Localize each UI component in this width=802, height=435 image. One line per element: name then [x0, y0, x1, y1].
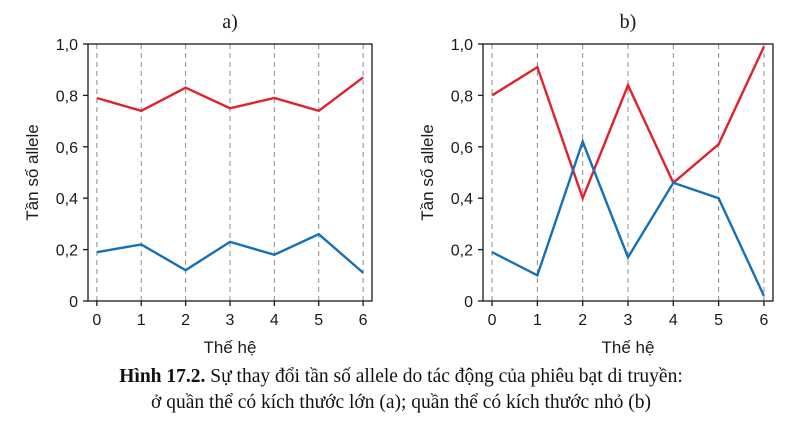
x-tick-label-2: 2: [578, 312, 587, 329]
y-tick-label-5: 1,0: [56, 37, 78, 54]
caption-label: Hình 17.2.: [119, 366, 206, 387]
x-tick-label-6: 6: [359, 312, 368, 329]
x-tick-label-2: 2: [181, 312, 190, 329]
x-tick-label-1: 1: [533, 312, 542, 329]
y-tick-label-5: 1,0: [451, 37, 473, 54]
x-tick-label-5: 5: [714, 312, 723, 329]
y-axis-label: Tần số allele: [23, 124, 42, 220]
x-tick-label-5: 5: [314, 312, 323, 329]
x-tick-label-0: 0: [92, 312, 101, 329]
y-tick-label-2: 0,4: [56, 191, 78, 208]
x-tick-label-0: 0: [488, 312, 497, 329]
x-axis-label: Thế hệ: [204, 338, 257, 357]
y-tick-label-3: 0,6: [451, 140, 473, 157]
y-tick-label-0: 0: [464, 294, 473, 311]
series-line-1: [491, 138, 766, 297]
x-tick-label-1: 1: [137, 312, 146, 329]
x-tick-label-3: 3: [226, 312, 235, 329]
y-tick-label-1: 0,2: [451, 243, 473, 260]
series-line-0: [96, 76, 364, 113]
series-line-0: [491, 46, 766, 202]
x-tick-label-3: 3: [624, 312, 633, 329]
y-tick-label-1: 0,2: [56, 243, 78, 260]
caption-text-1: Sự thay đổi tần số allele do tác động củ…: [210, 366, 683, 387]
y-tick-label-2: 0,4: [451, 191, 473, 208]
y-axis-label: Tần số allele: [418, 124, 437, 220]
y-tick-label-4: 0,8: [451, 88, 473, 105]
figure-caption: Hình 17.2. Sự thay đổi tần số allele do …: [0, 364, 802, 416]
y-tick-label-3: 0,6: [56, 140, 78, 157]
chart-title: a): [222, 11, 238, 33]
series-line-1: [96, 232, 364, 274]
caption-line-2: ở quần thể có kích thước lớn (a); quần t…: [151, 392, 651, 413]
chart-panel-b: 0 0,2 0,4 0,6 0,8 1,0 0 1 2 3 4 5 6 b) Thế hệ Tần số al…: [418, 11, 774, 357]
chart-panel-a: 0 0,2 0,4 0,6 0,8 1,0 0 1 2 3 4 5 6 a) Thế hệ Tần số al…: [23, 11, 373, 357]
y-tick-label-0: 0: [69, 294, 78, 311]
caption-line-1: Hình 17.2. Sự thay đổi tần số allele do …: [0, 364, 802, 390]
x-tick-label-6: 6: [759, 312, 768, 329]
y-tick-label-4: 0,8: [56, 88, 78, 105]
x-tick-label-4: 4: [669, 312, 678, 329]
x-axis-label: Thế hệ: [602, 338, 655, 357]
chart-title: b): [620, 11, 637, 33]
x-tick-label-4: 4: [270, 312, 279, 329]
